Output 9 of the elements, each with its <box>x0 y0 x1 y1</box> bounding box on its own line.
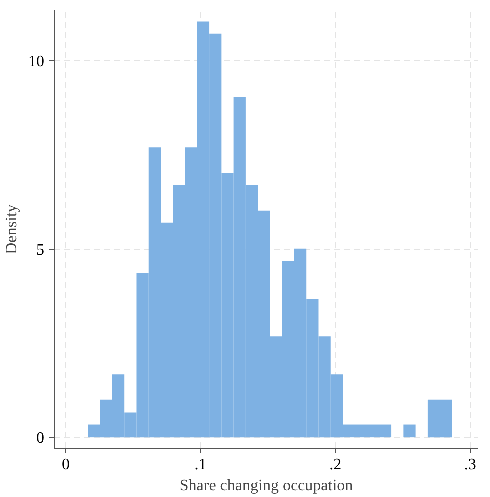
y-tick-label: 10 <box>28 53 44 70</box>
x-axis-title: Share changing occupation <box>180 478 354 494</box>
y-tick-label: 0 <box>36 430 44 448</box>
x-tick-label: .2 <box>330 456 342 474</box>
y-axis-title: Density <box>4 204 20 254</box>
y-tick-label: 5 <box>36 242 44 259</box>
x-tick-label: .1 <box>194 456 207 474</box>
x-tick-label: .3 <box>464 456 476 474</box>
x-tick-label: 0 <box>62 456 70 474</box>
